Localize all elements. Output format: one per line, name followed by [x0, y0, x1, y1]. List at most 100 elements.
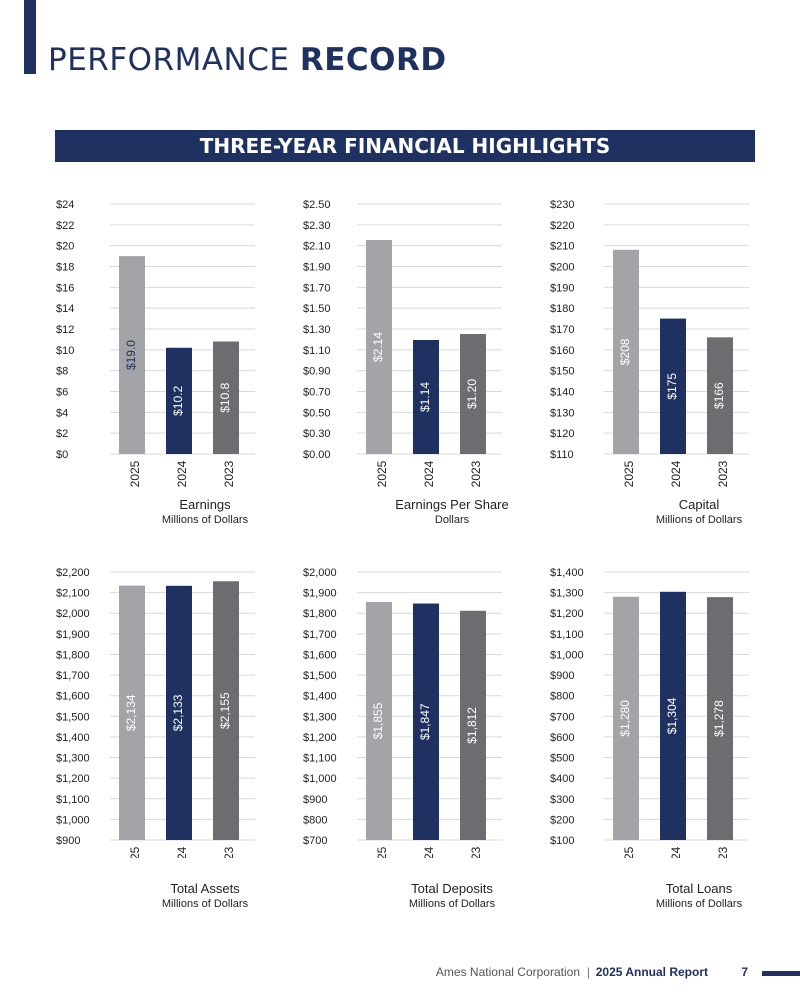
y-tick-label: $14: [56, 303, 74, 315]
bar-value-label: $2,133: [171, 694, 185, 731]
page-footer: Ames National Corporation | 2025 Annual …: [0, 965, 800, 985]
section-banner: THREE-YEAR FINANCIAL HIGHLIGHTS: [55, 130, 755, 162]
x-category-label: 2023: [716, 846, 730, 858]
y-tick-label: $1,100: [303, 753, 337, 765]
bar-2024: [413, 340, 439, 454]
y-tick-label: $300: [550, 794, 574, 806]
y-tick-label: $180: [550, 303, 574, 315]
bar-value-label: $166: [712, 382, 726, 409]
bar-value-label: $1,812: [465, 707, 479, 744]
bar-value-label: $175: [665, 373, 679, 400]
y-tick-label: $10: [56, 345, 74, 357]
chart-subtitle: Millions of Dollars: [161, 514, 249, 526]
footer-accent-bar: [762, 971, 800, 976]
x-category-label: 2025: [128, 846, 142, 858]
y-tick-label: $210: [550, 241, 574, 253]
page-title: PERFORMANCE RECORD: [48, 42, 447, 78]
bar-2024: [166, 347, 192, 454]
bar-value-label: $2.14: [371, 332, 385, 362]
y-tick-label: $120: [550, 428, 574, 440]
y-tick-label: $2,000: [56, 608, 90, 620]
bar-value-label: $1,855: [371, 702, 385, 739]
x-category-label: 2025: [375, 460, 389, 487]
y-tick-label: $1,300: [303, 711, 337, 723]
y-tick-label: $12: [56, 324, 74, 336]
y-tick-label: $700: [550, 711, 574, 723]
y-tick-label: $700: [303, 835, 327, 847]
x-category-label: 2025: [622, 846, 636, 858]
footer-separator: |: [586, 965, 590, 979]
y-tick-label: $1.10: [303, 345, 331, 357]
y-tick-label: $1,500: [56, 711, 90, 723]
bar-2023: [213, 581, 239, 840]
y-tick-label: $1,200: [56, 773, 90, 785]
y-tick-label: $130: [550, 407, 574, 419]
bar-2024: [413, 603, 439, 840]
footer-page-number: 7: [741, 965, 748, 979]
footer-report-title: 2025 Annual Report: [595, 965, 708, 979]
y-tick-label: $0.30: [303, 428, 331, 440]
bar-2024: [660, 318, 686, 454]
x-category-label: 2024: [422, 846, 436, 858]
y-tick-label: $900: [56, 835, 80, 847]
y-tick-label: $1,200: [303, 732, 337, 744]
x-category-label: 2023: [222, 460, 236, 487]
y-tick-label: $1,100: [56, 794, 90, 806]
y-tick-label: $1,400: [56, 732, 90, 744]
y-tick-label: $1.50: [303, 303, 331, 315]
y-tick-label: $1,100: [550, 629, 584, 641]
bar-2025: [119, 585, 145, 840]
y-tick-label: $1,300: [550, 588, 584, 600]
x-category-label: 2023: [716, 460, 730, 487]
page-title-light: PERFORMANCE: [48, 42, 290, 78]
chart-subtitle: Millions of Dollars: [655, 898, 743, 910]
y-tick-label: $2.50: [303, 199, 331, 211]
y-tick-label: $1,400: [303, 691, 337, 703]
x-category-label: 2025: [128, 460, 142, 487]
y-tick-label: $1.70: [303, 282, 331, 294]
y-tick-label: $8: [56, 366, 68, 378]
y-tick-label: $500: [550, 753, 574, 765]
chart-subtitle: Millions of Dollars: [408, 898, 496, 910]
bar-2024: [166, 585, 192, 840]
y-tick-label: $800: [550, 691, 574, 703]
bar-value-label: $10.8: [218, 382, 232, 412]
y-tick-label: $150: [550, 366, 574, 378]
y-tick-label: $1,800: [56, 649, 90, 661]
y-tick-label: $2.30: [303, 220, 331, 232]
x-category-label: 2024: [422, 460, 436, 487]
bar-2025: [613, 249, 639, 454]
y-tick-label: $230: [550, 199, 574, 211]
y-tick-label: $1,000: [550, 649, 584, 661]
chart-earnings: $0 $2 $4 $6 $8 $10 $12 $14 $16 $18 $20 $22 $24 $19.0 2…: [50, 192, 280, 537]
bar-2025: [366, 601, 392, 840]
chart-title: Total Assets: [170, 881, 240, 896]
y-tick-label: $1,800: [303, 608, 337, 620]
y-tick-label: $0.00: [303, 449, 331, 461]
y-tick-label: $0.50: [303, 407, 331, 419]
y-tick-label: $900: [550, 670, 574, 682]
y-tick-label: $2.10: [303, 241, 331, 253]
y-tick-label: $2,000: [303, 567, 337, 579]
y-tick-label: $1.90: [303, 262, 331, 274]
chart-total-assets: $900 $1,000 $1,100 $1,200 $1,300 $1,400 $1,500…: [50, 558, 280, 910]
chart-title: Total Deposits: [411, 881, 493, 896]
y-tick-label: $1,600: [303, 649, 337, 661]
chart-title: Capital: [678, 497, 720, 512]
bar-value-label: $10.2: [171, 386, 185, 416]
bar-2023: [707, 337, 733, 454]
y-tick-label: $20: [56, 241, 74, 253]
x-category-label: 2023: [469, 460, 483, 487]
chart-subtitle: Dollars: [434, 514, 470, 526]
y-tick-label: $1,200: [550, 608, 584, 620]
y-tick-label: $1,900: [303, 588, 337, 600]
bar-2024: [660, 591, 686, 840]
y-tick-label: $1,500: [303, 670, 337, 682]
bar-value-label: $1.20: [465, 379, 479, 409]
y-tick-label: $200: [550, 814, 574, 826]
y-tick-label: $200: [550, 262, 574, 274]
bar-2023: [460, 334, 486, 454]
bar-2025: [613, 596, 639, 840]
bar-value-label: $1,278: [712, 700, 726, 737]
x-category-label: 2024: [175, 846, 189, 858]
